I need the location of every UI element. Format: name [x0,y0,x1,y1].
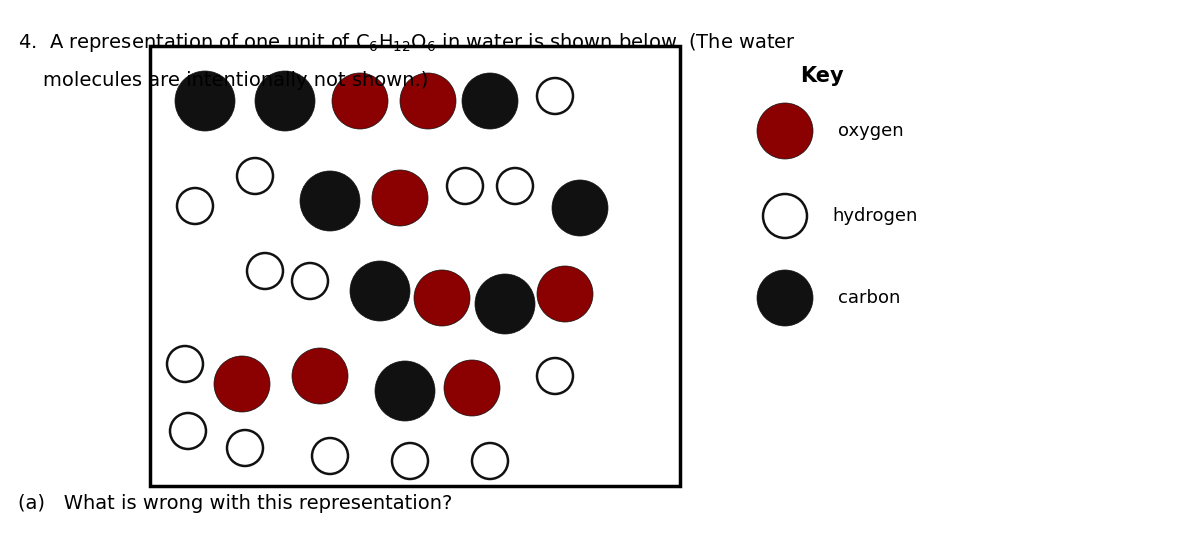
Circle shape [475,274,535,334]
Text: (a)   What is wrong with this representation?: (a) What is wrong with this representati… [18,494,452,513]
Circle shape [292,263,328,299]
Text: Key: Key [800,66,844,86]
Circle shape [552,180,608,236]
Circle shape [256,71,316,131]
Circle shape [350,261,410,321]
Circle shape [300,171,360,231]
Text: hydrogen: hydrogen [832,207,917,225]
Circle shape [170,413,206,449]
Circle shape [462,73,518,129]
Circle shape [472,443,508,479]
Circle shape [538,358,574,394]
Circle shape [332,73,388,129]
Circle shape [763,194,808,238]
Bar [150,46,680,486]
Circle shape [376,361,436,421]
Text: carbon: carbon [838,289,900,307]
Circle shape [757,270,814,326]
Circle shape [214,356,270,412]
Circle shape [414,270,470,326]
Circle shape [448,168,484,204]
Text: molecules are intentionally not shown.): molecules are intentionally not shown.) [18,71,428,90]
Circle shape [400,73,456,129]
Circle shape [238,158,274,194]
Circle shape [175,71,235,131]
Circle shape [757,103,814,159]
Circle shape [312,438,348,474]
Circle shape [227,430,263,466]
Circle shape [292,348,348,404]
Text: oxygen: oxygen [838,122,904,140]
Circle shape [372,170,428,226]
Circle shape [538,78,574,114]
Circle shape [444,360,500,416]
Circle shape [497,168,533,204]
Circle shape [247,253,283,289]
Circle shape [538,266,593,322]
Text: 4.  A representation of one unit of $\mathrm{C_6H_{12}O_6}$ in water is shown be: 4. A representation of one unit of $\mat… [18,31,796,54]
Circle shape [178,188,214,224]
Circle shape [392,443,428,479]
Circle shape [167,346,203,382]
